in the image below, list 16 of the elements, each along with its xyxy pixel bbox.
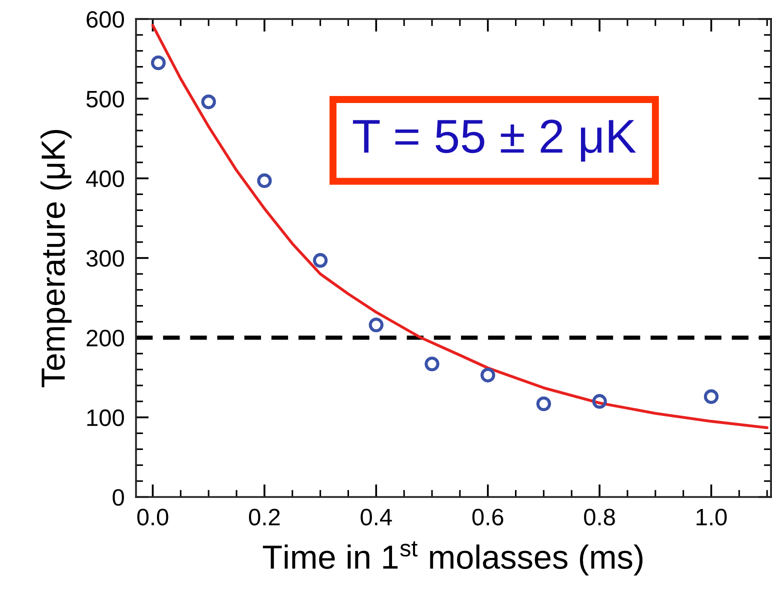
annotation: T = 55 ± 2 μK xyxy=(352,120,636,162)
x-tick-label: 1.0 xyxy=(696,508,727,526)
x-tick-label: 0.6 xyxy=(472,508,504,526)
y-tick-label: 600 xyxy=(86,11,124,28)
y-tick-label: 500 xyxy=(86,90,124,108)
y-tick-label: 100 xyxy=(87,409,124,426)
y-tick-label: 200 xyxy=(86,330,124,346)
x-tick-label: 0.0 xyxy=(137,508,168,526)
x-axis-title: Time in 1$^{st}$ molasses (ms) xyxy=(262,541,642,576)
y-tick-label: 0 xyxy=(112,489,124,506)
x-tick-label: 0.8 xyxy=(584,508,615,526)
y-axis-title: Temperature (μK) xyxy=(40,130,72,388)
x-tick-label: 0.2 xyxy=(248,508,280,526)
y-tick-label: 400 xyxy=(86,170,124,188)
y-tick-label: 300 xyxy=(86,250,124,267)
x-tick-label: 0.4 xyxy=(360,508,392,526)
